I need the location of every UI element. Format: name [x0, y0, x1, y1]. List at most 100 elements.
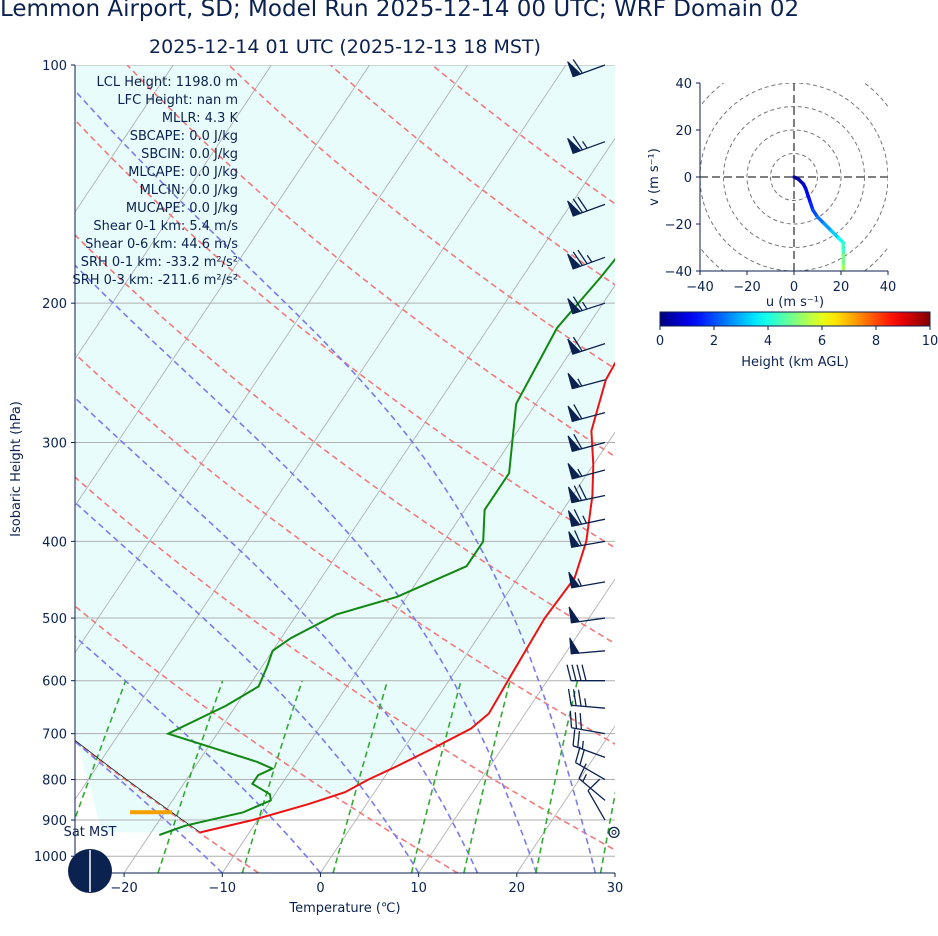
wind-barb [567, 196, 606, 217]
y-tick-label: 900 [42, 814, 67, 829]
wind-barb [567, 404, 606, 423]
dry-adiabat-line [75, 605, 459, 873]
wind-barb [566, 664, 605, 682]
index-text: MUCAPE: 0.0 J/kg [126, 201, 238, 216]
x-tick-label: 0 [316, 881, 324, 896]
wind-barb [568, 571, 606, 589]
barb-flag [567, 61, 582, 78]
barb-half-feather [581, 740, 584, 750]
barb-half-feather [586, 254, 593, 263]
index-text: LFC Height: nan m [117, 93, 238, 108]
barb-feather [577, 249, 588, 265]
mixing-ratio-line [157, 680, 224, 873]
index-text: SRH 0-3 km: -211.6 m²/s² [72, 273, 238, 288]
hodograph-x-tick-label: 40 [880, 280, 897, 295]
barb-feather [574, 746, 581, 763]
mixing-ratio-line [75, 680, 127, 821]
y-tick-label: 100 [42, 59, 67, 74]
dry-adiabat-line [75, 352, 615, 745]
barb-feather [569, 711, 573, 728]
barb-flag [567, 200, 582, 217]
isotherm-line [75, 65, 469, 654]
isotherm-line [614, 872, 615, 873]
wind-barb [587, 778, 606, 821]
barb-feather [574, 712, 578, 729]
sun-label: Sat MST [64, 825, 117, 840]
isotherm-line [75, 65, 567, 801]
isotherm-line [75, 65, 370, 507]
mixing-ratio-line [410, 680, 462, 873]
hodograph-y-tick-label: −40 [665, 265, 692, 280]
hodograph-y-tick-label: −20 [665, 218, 692, 233]
wind-barb [569, 637, 606, 655]
barb-flag [567, 510, 581, 527]
isotherm-line [516, 725, 615, 873]
wind-barb [567, 372, 606, 390]
hodograph-y-tick-label: 20 [675, 124, 692, 139]
moist-adiabat-line [75, 501, 420, 873]
wind-barb [572, 729, 606, 758]
x-tick-label: 30 [607, 881, 624, 896]
barb-flag [569, 637, 580, 655]
calm-circle [611, 829, 617, 835]
wind-barb [567, 484, 606, 504]
barb-feather [571, 664, 577, 681]
barb-half-feather [581, 140, 588, 149]
barb-feather [574, 530, 582, 546]
y-tick-label: 400 [42, 535, 67, 550]
dewpoint-profile-line [158, 257, 615, 836]
wind-barb [567, 463, 606, 480]
barb-flag [567, 338, 582, 355]
mixing-ratio-line [599, 790, 615, 873]
index-text: LCL Height: 1198.0 m [97, 75, 238, 90]
barb-half-feather [582, 515, 587, 524]
hodograph-x-tick-label: 0 [790, 280, 798, 295]
hodograph-y-tick-label: 40 [675, 77, 692, 92]
calm-circle [608, 826, 620, 839]
barb-flag [567, 253, 582, 270]
wind-barb [567, 688, 606, 709]
barb-feather [572, 198, 583, 213]
barb-feather [566, 664, 572, 681]
barb-half-feather [582, 301, 588, 310]
wind-barb [567, 59, 606, 78]
index-text: Shear 0-6 km: 44.6 m/s [85, 237, 238, 252]
isotherm-line [418, 578, 615, 873]
index-text: MLLR: 4.3 K [162, 111, 239, 126]
barb-feather [578, 763, 587, 779]
y-tick-label: 800 [42, 774, 67, 789]
colorbar-tick-label: 10 [922, 334, 938, 349]
barb-flag [567, 137, 582, 154]
moist-adiabat-line [75, 264, 538, 873]
barb-shaft [571, 727, 606, 735]
barb-feather [573, 433, 583, 450]
barb-flag [568, 571, 581, 589]
colorbar-tick-label: 6 [818, 334, 826, 349]
parcel-path-line [75, 739, 201, 833]
hodograph-ring [723, 106, 865, 248]
barb-half-feather [584, 698, 587, 707]
wind-barb [608, 826, 620, 839]
wind-barb [578, 763, 606, 801]
barb-feather [576, 664, 582, 681]
barb-shaft [575, 761, 606, 781]
hodograph-x-tick-label: −20 [733, 280, 760, 295]
barb-feather [573, 485, 583, 501]
isotherm-line [320, 431, 615, 873]
wind-barb [567, 249, 606, 270]
barb-shaft [571, 704, 606, 709]
barb-feather [572, 135, 583, 151]
index-text: MLCIN: 0.0 J/kg [140, 183, 238, 198]
index-text: SBCIN: 0.0 J/kg [141, 147, 238, 162]
isotherm-line [75, 65, 174, 213]
x-tick-label: 10 [410, 881, 427, 896]
barb-feather [572, 296, 583, 311]
colorbar-tick-label: 4 [764, 334, 772, 349]
barb-half-feather [582, 774, 587, 783]
hodograph-plot [700, 83, 888, 271]
barb-feather [581, 664, 587, 681]
barb-flag [567, 298, 582, 315]
barb-feather [572, 729, 576, 746]
wind-barb [567, 433, 606, 452]
